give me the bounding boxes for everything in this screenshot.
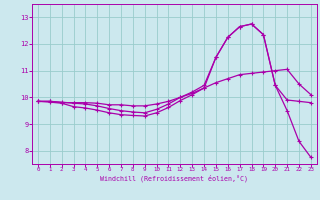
X-axis label: Windchill (Refroidissement éolien,°C): Windchill (Refroidissement éolien,°C) (100, 175, 248, 182)
